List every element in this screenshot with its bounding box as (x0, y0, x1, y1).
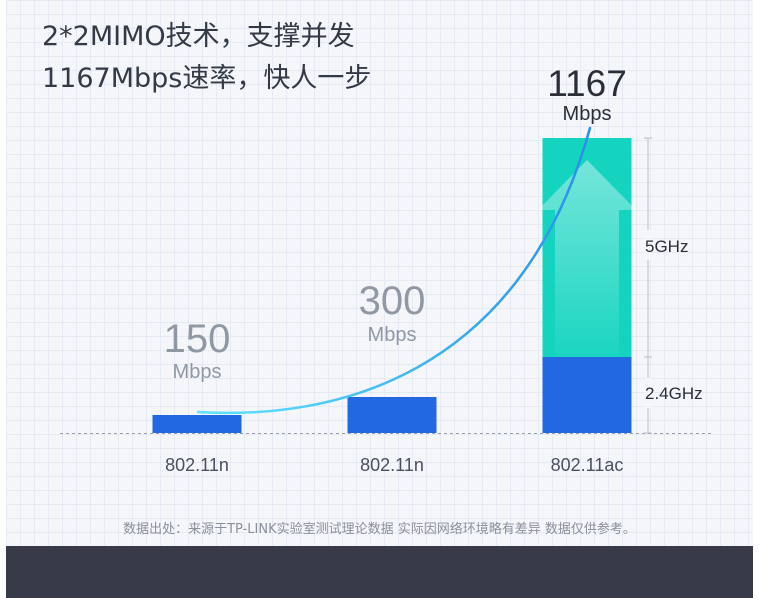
headline-line-1: 2*2MIMO技术，支撑并发 (42, 21, 355, 52)
legend-2.4ghz: 2.4GHz (645, 384, 703, 403)
legend-5ghz: 5GHz (645, 237, 688, 256)
speed-arrow (538, 160, 636, 357)
bracket-gap (645, 378, 651, 408)
bar-2.4ghz-1 (152, 415, 242, 433)
category-label-1: 802.11n (165, 455, 229, 475)
bar-value-1: 150 (164, 317, 231, 361)
bracket-gap (645, 230, 651, 260)
bar-unit-2: Mbps (368, 324, 417, 346)
data-source-note: 数据出处：来源于TP-LINK实验室测试理论数据 实际因网络环境略有差异 数据仅… (123, 522, 636, 537)
category-label-2: 802.11n (360, 455, 424, 475)
category-label-3: 802.11ac (551, 455, 624, 475)
bar-value-3: 1167 (547, 63, 627, 104)
bar-2.4ghz-2 (347, 397, 437, 433)
bar-unit-1: Mbps (173, 361, 222, 383)
bar-value-2: 300 (359, 279, 426, 323)
headline-line-2: 1167Mbps速率，快人一步 (42, 63, 372, 94)
bar-2.4ghz-3 (542, 357, 632, 433)
bar-unit-3: Mbps (563, 103, 612, 125)
growth-curve (196, 126, 592, 415)
footer-bar (6, 546, 753, 598)
